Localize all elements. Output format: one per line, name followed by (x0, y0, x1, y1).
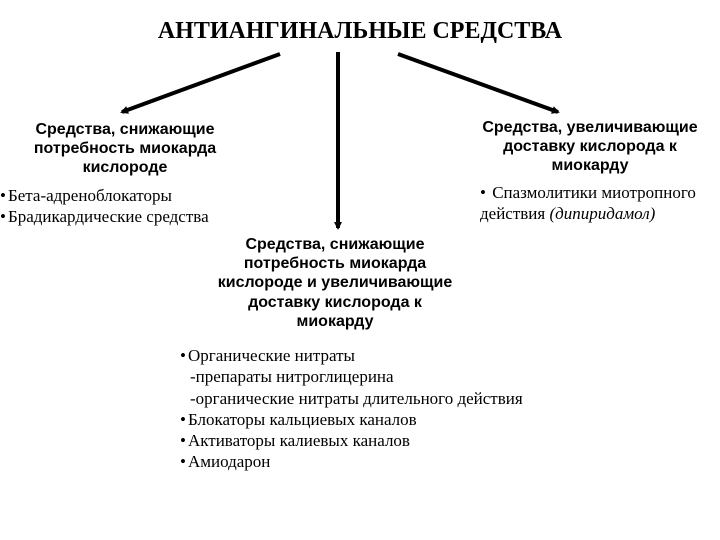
item-list-center: Органические нитраты-препараты нитроглиц… (180, 345, 600, 473)
item-list-left: Бета-адреноблокаторыБрадикардические сре… (0, 185, 240, 228)
list-item: -препараты нитроглицерина (180, 366, 600, 387)
item-text-italic: (дипиридамол) (549, 204, 655, 223)
list-item: Бета-адреноблокаторы (0, 185, 240, 206)
list-item: Брадикардические средства (0, 206, 240, 227)
item-list-right: Спазмолитики миотропного действия (дипир… (480, 182, 710, 225)
list-item: Активаторы калиевых каналов (180, 430, 600, 451)
branch-left-items: Бета-адреноблокаторыБрадикардические сре… (0, 185, 240, 228)
list-item: Спазмолитики миотропного действия (дипир… (480, 182, 710, 225)
branch-center-items: Органические нитраты-препараты нитроглиц… (180, 345, 600, 473)
list-item: Органические нитраты (180, 345, 600, 366)
branch-left-heading: Средства, снижающие потребность миокарда… (20, 120, 230, 178)
branch-right-heading: Средства, увеличивающие доставку кислоро… (470, 118, 710, 176)
branch-right-items: Спазмолитики миотропного действия (дипир… (480, 182, 710, 225)
branch-center-heading: Средства, снижающие потребность миокарда… (210, 235, 460, 331)
list-item: -органические нитраты длительного действ… (180, 388, 600, 409)
diagram-title: АНТИАНГИНАЛЬНЫЕ СРЕДСТВА (0, 18, 720, 45)
list-item: Амиодарон (180, 451, 600, 472)
list-item: Блокаторы кальциевых каналов (180, 409, 600, 430)
